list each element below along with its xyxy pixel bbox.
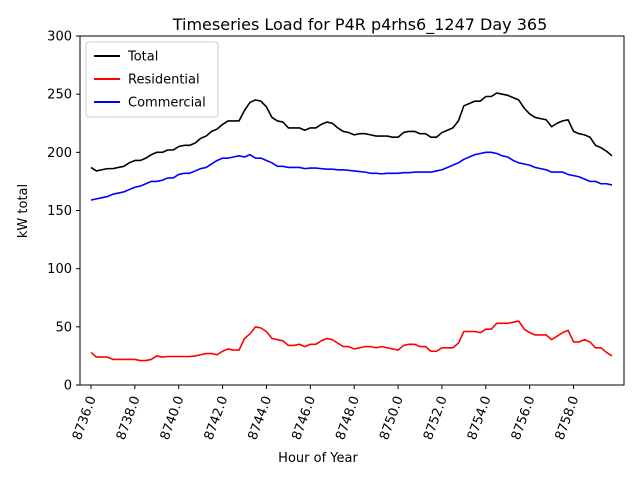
y-tick-label: 50 xyxy=(55,320,72,335)
x-tick-label: 8748.0 xyxy=(333,394,363,442)
x-axis-label: Hour of Year xyxy=(278,451,358,466)
y-tick-label: 150 xyxy=(47,204,72,219)
y-axis: 0 50 100 150 200 250 300 xyxy=(47,30,80,394)
series-line-total xyxy=(90,92,613,172)
legend-label-total: Total xyxy=(127,50,158,65)
x-tick-label: 8752.0 xyxy=(421,394,451,442)
y-tick-label: 0 xyxy=(64,379,72,394)
x-tick-label: 8744.0 xyxy=(246,394,276,442)
x-tick-label: 8742.0 xyxy=(202,394,232,442)
y-tick-label: 200 xyxy=(47,146,72,161)
y-tick-label: 250 xyxy=(47,88,72,103)
x-tick-label: 8738.0 xyxy=(114,394,144,442)
x-tick-label: 8740.0 xyxy=(158,394,188,442)
x-tick-label: 8758.0 xyxy=(553,394,583,442)
x-tick-label: 8736.0 xyxy=(70,394,100,442)
y-tick-label: 300 xyxy=(47,30,72,45)
x-tick-label: 8750.0 xyxy=(377,394,407,442)
legend: Total Residential Commercial xyxy=(85,41,219,118)
x-tick-label: 8756.0 xyxy=(509,394,539,442)
chart-title: Timeseries Load for P4R p4rhs6_1247 Day … xyxy=(172,15,548,35)
legend-label-commercial: Commercial xyxy=(128,96,206,111)
x-axis: 8736.0 8738.0 8740.0 8742.0 8744.0 8746.0 8748… xyxy=(70,385,582,442)
legend-label-residential: Residential xyxy=(128,73,200,88)
y-axis-label: kW total xyxy=(16,184,31,238)
legend-box xyxy=(85,41,219,118)
series-line-commercial xyxy=(90,151,613,201)
y-tick-label: 100 xyxy=(47,262,72,277)
x-tick-label: 8746.0 xyxy=(289,394,319,442)
x-tick-label: 8754.0 xyxy=(465,394,495,442)
plot-area xyxy=(90,92,613,362)
series-line-residential xyxy=(90,320,613,362)
